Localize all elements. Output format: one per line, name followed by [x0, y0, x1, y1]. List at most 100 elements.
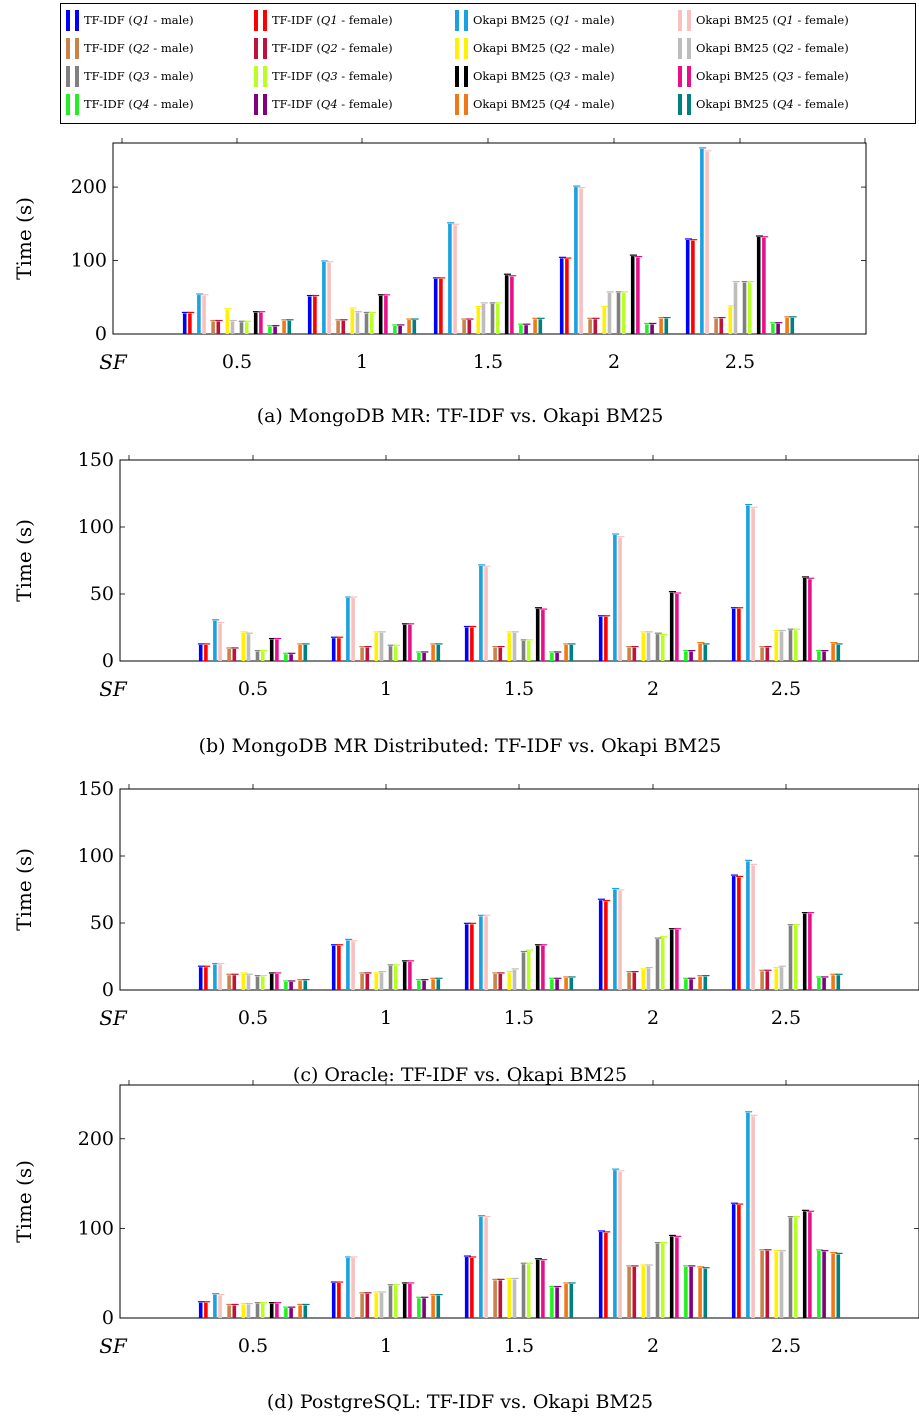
bar: [213, 620, 217, 661]
bar: [607, 292, 612, 334]
bar: [660, 1243, 665, 1318]
bar: [632, 647, 637, 661]
legend-swatch: [66, 66, 70, 87]
bar: [255, 651, 260, 661]
bar: [616, 292, 621, 334]
y-tick-label: 100: [78, 1217, 114, 1239]
bar: [555, 652, 559, 661]
chart-caption: (b) MongoDB MR Distributed: TF-IDF vs. O…: [199, 735, 722, 757]
legend-swatch: [678, 38, 682, 59]
y-tick-label: 150: [78, 778, 114, 800]
x-tick-label: 1: [380, 678, 392, 700]
bar: [260, 1303, 265, 1318]
bar: [817, 651, 821, 661]
bar: [689, 979, 693, 990]
legend-swatch: [75, 94, 79, 115]
legend-label: Okapi BM25 (Q1 - female): [696, 13, 849, 27]
x-tick-label: 1.5: [504, 678, 534, 700]
legend-swatch: [254, 38, 258, 59]
bar: [289, 654, 293, 661]
bar: [298, 644, 302, 661]
bar: [555, 1287, 559, 1318]
legend-swatch: [254, 94, 258, 115]
bar: [273, 326, 277, 334]
legend-swatch: [455, 38, 459, 59]
bar: [788, 1217, 793, 1318]
bar: [287, 320, 292, 334]
bar: [275, 973, 279, 990]
x-axis-label: SF: [99, 677, 128, 701]
bar: [355, 312, 360, 334]
bar: [313, 296, 317, 334]
bar: [565, 259, 569, 334]
bar: [322, 262, 326, 334]
x-tick-label: 1.5: [504, 1335, 534, 1357]
bar: [675, 1237, 679, 1318]
bar: [360, 973, 364, 990]
legend-swatch: [254, 10, 258, 31]
bar: [645, 324, 649, 334]
legend-label: Okapi BM25 (Q3 - female): [696, 69, 849, 83]
bar: [439, 278, 443, 334]
bar: [448, 223, 452, 334]
bar: [526, 1264, 531, 1318]
legend-swatch: [263, 94, 267, 115]
bar: [808, 579, 812, 661]
bar: [479, 1216, 483, 1318]
bar: [241, 1304, 246, 1318]
y-tick-label: 100: [71, 250, 107, 272]
bar: [479, 565, 483, 661]
bar: [541, 610, 545, 661]
bar: [564, 1283, 568, 1318]
bar: [378, 295, 383, 334]
y-tick-label: 0: [102, 650, 114, 672]
bar: [402, 961, 407, 990]
bar: [785, 317, 789, 334]
legend-label: Okapi BM25 (Q1 - male): [473, 13, 615, 27]
y-tick-label: 150: [78, 449, 114, 471]
x-tick-label: 0.5: [238, 1007, 268, 1029]
bar: [303, 1305, 308, 1318]
bar: [742, 282, 747, 334]
bar: [360, 647, 364, 661]
bar: [776, 323, 780, 334]
bar: [462, 320, 466, 334]
x-axis-label: SF: [99, 1006, 128, 1030]
bar: [241, 632, 246, 661]
bar: [289, 981, 293, 990]
bar: [604, 616, 608, 661]
bar: [402, 624, 407, 661]
bar: [464, 924, 469, 990]
x-axis-label: SF: [99, 1334, 128, 1358]
x-tick-label: 1: [380, 1007, 392, 1029]
plot-frame: [119, 1084, 919, 1319]
bar: [632, 972, 637, 990]
bar: [535, 1259, 540, 1318]
bar: [202, 295, 206, 334]
bar: [303, 980, 308, 990]
bar: [618, 1171, 622, 1318]
bar: [574, 187, 578, 334]
bar: [521, 1264, 526, 1318]
plot-frame: [112, 142, 867, 335]
bar: [521, 640, 526, 661]
legend-label: Okapi BM25 (Q2 - male): [473, 41, 615, 55]
bar: [260, 976, 265, 990]
bar: [388, 646, 393, 661]
bar: [526, 951, 531, 990]
bar: [675, 594, 679, 661]
bar: [689, 1266, 693, 1318]
bar: [641, 969, 646, 990]
bar: [232, 648, 237, 661]
bar: [669, 1236, 674, 1318]
bar: [422, 980, 426, 990]
bar: [232, 1305, 237, 1318]
y-axis-label: Time (s): [12, 1160, 36, 1243]
bar: [550, 652, 554, 661]
bar: [751, 865, 755, 990]
bar: [538, 319, 543, 334]
bar: [408, 624, 412, 661]
bar: [756, 237, 761, 334]
y-axis-label: Time (s): [12, 848, 36, 931]
bar: [484, 1217, 488, 1318]
